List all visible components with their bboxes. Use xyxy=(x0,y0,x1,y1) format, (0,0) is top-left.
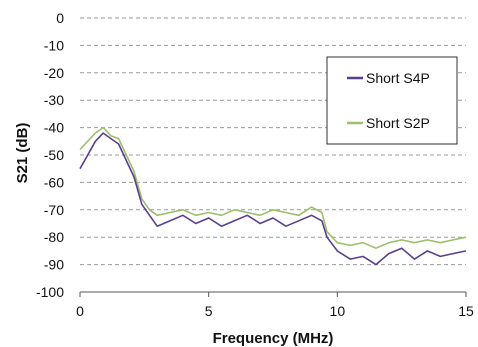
y-tick-label: -70 xyxy=(44,202,64,218)
x-axis-ticks: 0 5 10 15 xyxy=(76,292,474,319)
y-tick-label: -10 xyxy=(44,37,64,53)
y-tick-label: 0 xyxy=(56,10,64,26)
y-tick-label: -100 xyxy=(36,284,64,300)
y-tick-label: -20 xyxy=(44,65,64,81)
legend-label-short-s4p: Short S4P xyxy=(366,70,430,86)
y-axis-ticks: 0 -10 -20 -30 -40 -50 -60 -70 -80 -90 -100 xyxy=(36,10,64,300)
y-tick-label: -40 xyxy=(44,120,64,136)
y-tick-label: -60 xyxy=(44,174,64,190)
legend-box xyxy=(326,56,458,145)
y-tick-label: -50 xyxy=(44,147,64,163)
x-tick-label: 15 xyxy=(458,303,474,319)
y-tick-label: -80 xyxy=(44,229,64,245)
legend: Short S4P Short S2P xyxy=(326,56,458,145)
y-tick-label: -30 xyxy=(44,92,64,108)
x-tick-label: 10 xyxy=(330,303,346,319)
y-axis-title: S21 (dB) xyxy=(14,123,31,184)
series-line-short-s2p xyxy=(79,126,467,249)
x-tick-label: 0 xyxy=(76,303,84,319)
legend-label-short-s2p: Short S2P xyxy=(366,115,430,131)
x-axis-title: Frequency (MHz) xyxy=(213,330,334,347)
y-tick-label: -90 xyxy=(44,257,64,273)
x-tick-label: 5 xyxy=(205,303,213,319)
series-line-short-s4p xyxy=(79,132,467,266)
series-lines xyxy=(79,126,467,266)
